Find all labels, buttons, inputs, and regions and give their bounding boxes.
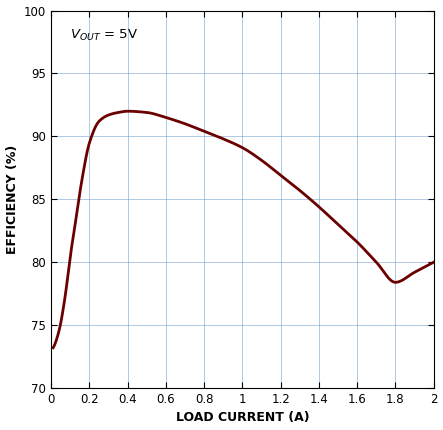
Text: $V_{OUT}$ = 5V: $V_{OUT}$ = 5V bbox=[70, 28, 138, 43]
X-axis label: LOAD CURRENT (A): LOAD CURRENT (A) bbox=[175, 412, 309, 424]
Y-axis label: EFFICIENCY (%): EFFICIENCY (%) bbox=[6, 144, 19, 254]
